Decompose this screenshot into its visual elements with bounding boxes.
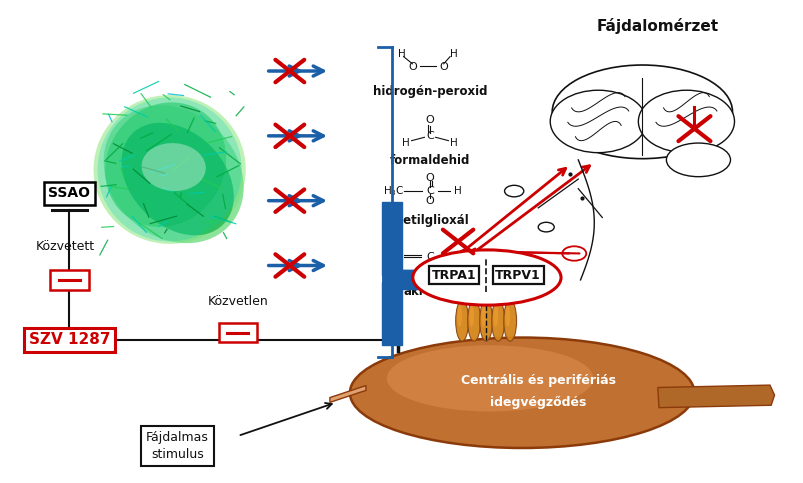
Ellipse shape bbox=[97, 98, 242, 242]
Text: Centrális és perifériás: Centrális és perifériás bbox=[460, 374, 615, 387]
Ellipse shape bbox=[479, 300, 492, 341]
Ellipse shape bbox=[349, 338, 694, 448]
FancyArrow shape bbox=[382, 266, 475, 294]
Ellipse shape bbox=[638, 90, 734, 153]
Text: akrolein: akrolein bbox=[402, 284, 456, 298]
Ellipse shape bbox=[469, 305, 474, 327]
Text: O: O bbox=[425, 266, 434, 276]
Text: O: O bbox=[425, 115, 434, 126]
Ellipse shape bbox=[491, 300, 504, 341]
Polygon shape bbox=[329, 385, 365, 402]
Text: O: O bbox=[438, 62, 447, 72]
Text: C: C bbox=[426, 131, 434, 141]
Text: idegvégződés: idegvégződés bbox=[489, 396, 585, 409]
Text: O: O bbox=[425, 196, 434, 206]
Text: Közvetett: Közvetett bbox=[36, 240, 95, 253]
Text: C: C bbox=[426, 186, 434, 196]
Ellipse shape bbox=[104, 105, 243, 243]
Ellipse shape bbox=[93, 95, 246, 244]
Text: H: H bbox=[397, 49, 406, 59]
Ellipse shape bbox=[386, 345, 593, 412]
Ellipse shape bbox=[121, 123, 234, 235]
Text: formaldehid: formaldehid bbox=[389, 154, 470, 167]
Ellipse shape bbox=[481, 305, 486, 327]
Ellipse shape bbox=[549, 90, 646, 153]
Text: Közvetlen: Közvetlen bbox=[207, 295, 267, 308]
Text: C: C bbox=[426, 252, 434, 262]
FancyArrow shape bbox=[382, 283, 402, 345]
Text: H: H bbox=[450, 49, 458, 59]
Text: H: H bbox=[450, 138, 458, 148]
Ellipse shape bbox=[505, 305, 510, 327]
Text: H: H bbox=[402, 138, 410, 148]
Ellipse shape bbox=[493, 305, 498, 327]
Text: H$_2$C: H$_2$C bbox=[383, 250, 404, 264]
Text: SSAO: SSAO bbox=[48, 186, 91, 200]
FancyBboxPatch shape bbox=[218, 323, 257, 342]
FancyBboxPatch shape bbox=[51, 270, 88, 289]
Ellipse shape bbox=[503, 300, 516, 341]
Text: O: O bbox=[425, 172, 434, 183]
Text: hidrogén-peroxid: hidrogén-peroxid bbox=[373, 85, 487, 99]
FancyArrow shape bbox=[382, 202, 402, 275]
Text: TRPA1: TRPA1 bbox=[431, 269, 476, 282]
Text: Fájdalmas
stimulus: Fájdalmas stimulus bbox=[146, 430, 209, 461]
Ellipse shape bbox=[666, 143, 730, 177]
Text: H: H bbox=[454, 186, 462, 196]
Text: TRPV1: TRPV1 bbox=[495, 269, 540, 282]
Ellipse shape bbox=[105, 102, 226, 227]
Ellipse shape bbox=[455, 300, 468, 341]
Ellipse shape bbox=[412, 250, 560, 305]
FancyArrow shape bbox=[657, 385, 773, 408]
Ellipse shape bbox=[141, 143, 206, 191]
Text: H$_3$C: H$_3$C bbox=[383, 184, 404, 198]
Text: Fájdalomérzet: Fájdalomérzet bbox=[596, 18, 718, 34]
Text: H: H bbox=[450, 252, 458, 262]
Ellipse shape bbox=[457, 305, 462, 327]
Ellipse shape bbox=[467, 300, 480, 341]
Ellipse shape bbox=[552, 65, 732, 158]
Text: O: O bbox=[408, 62, 416, 72]
Text: SZV 1287: SZV 1287 bbox=[29, 332, 110, 347]
Text: metilglioxál: metilglioxál bbox=[391, 214, 468, 227]
